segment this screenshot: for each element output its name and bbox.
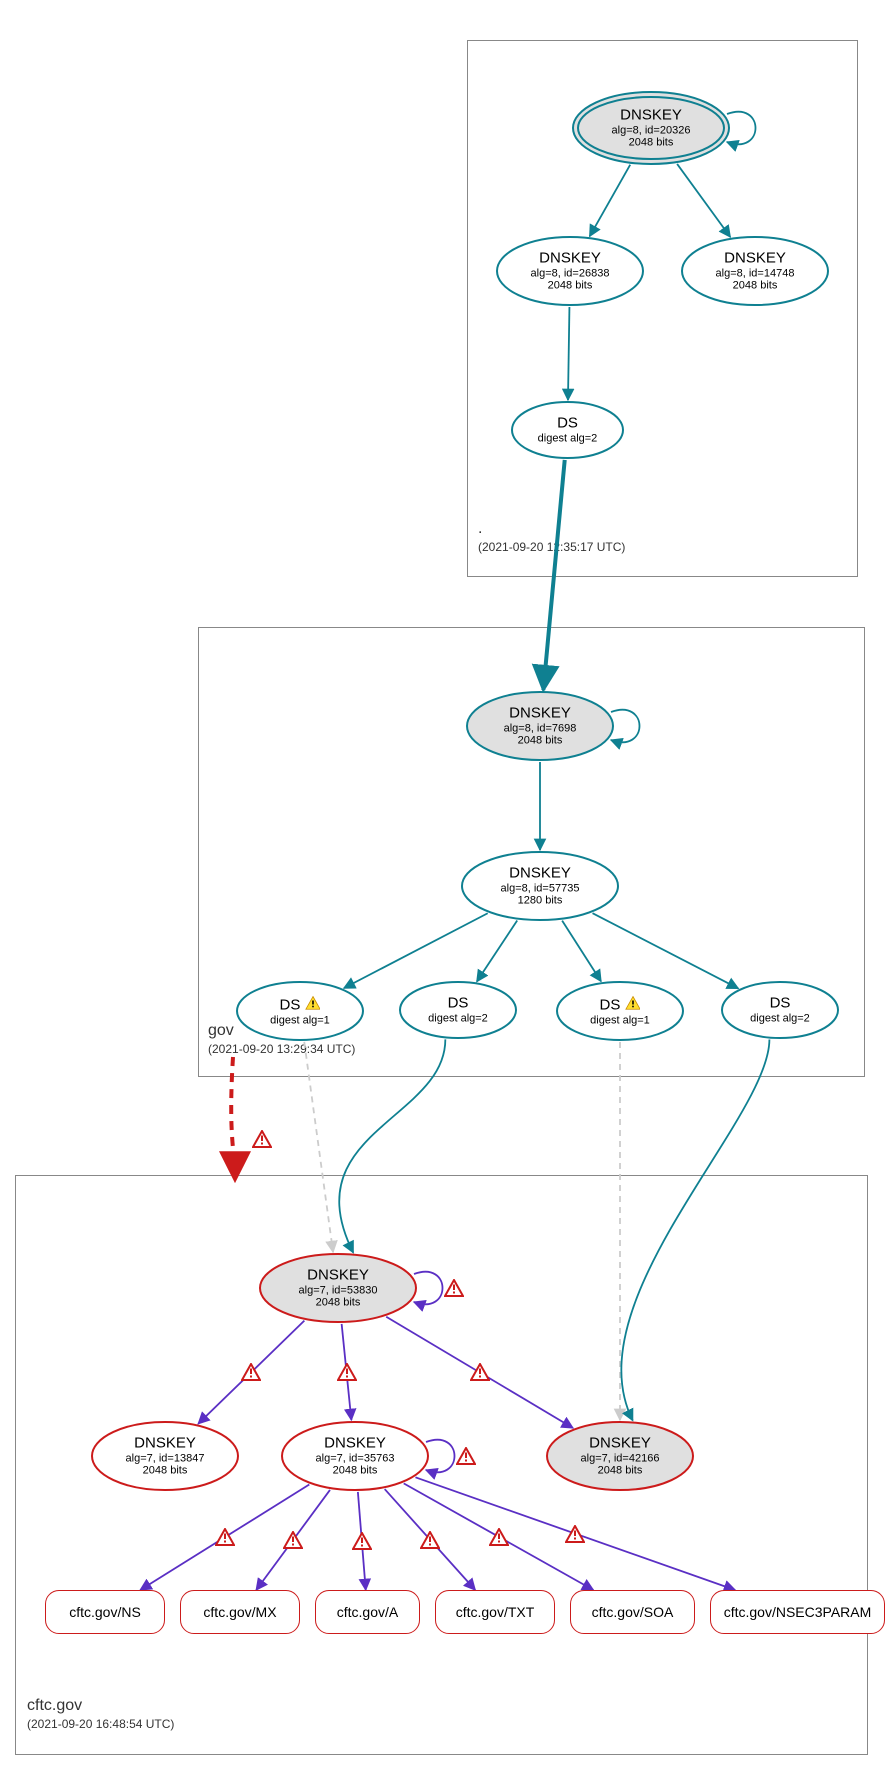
node-line1: digest alg=1 bbox=[235, 1014, 365, 1026]
rr-label: cftc.gov/A bbox=[337, 1604, 398, 1620]
error-icon bbox=[215, 1528, 235, 1546]
node-line2: 2048 bits bbox=[90, 1464, 240, 1476]
node-title: DNSKEY bbox=[571, 108, 731, 125]
node-rr_soa: cftc.gov/SOA bbox=[570, 1590, 695, 1634]
node-rr_a: cftc.gov/A bbox=[315, 1590, 420, 1634]
node-line1: digest alg=2 bbox=[720, 1012, 840, 1024]
node-gov_ds4: DSdigest alg=2 bbox=[720, 980, 840, 1040]
rr-label: cftc.gov/SOA bbox=[592, 1604, 674, 1620]
error-icon bbox=[420, 1531, 440, 1549]
error-icon bbox=[352, 1532, 372, 1550]
node-cftc_k2: DNSKEYalg=7, id=138472048 bits bbox=[90, 1420, 240, 1492]
node-line2: 2048 bits bbox=[680, 279, 830, 291]
node-title: DNSKEY bbox=[280, 1436, 430, 1453]
node-line1: alg=8, id=57735 bbox=[460, 882, 620, 894]
node-line2: 2048 bits bbox=[571, 136, 731, 148]
node-title: DS bbox=[235, 996, 365, 1015]
node-gov_ds2: DSdigest alg=2 bbox=[398, 980, 518, 1040]
node-gov_ksk: DNSKEYalg=8, id=76982048 bits bbox=[465, 690, 615, 762]
error-icon bbox=[241, 1363, 261, 1381]
zone-title: . bbox=[478, 520, 625, 538]
node-rr_n3p: cftc.gov/NSEC3PARAM bbox=[710, 1590, 885, 1634]
node-rr_txt: cftc.gov/TXT bbox=[435, 1590, 555, 1634]
node-line1: alg=8, id=7698 bbox=[465, 722, 615, 734]
error-icon bbox=[252, 1130, 272, 1148]
node-line2: 2048 bits bbox=[465, 734, 615, 746]
node-title: DS bbox=[555, 996, 685, 1015]
error-icon bbox=[565, 1525, 585, 1543]
rr-label: cftc.gov/TXT bbox=[456, 1604, 535, 1620]
error-icon bbox=[489, 1528, 509, 1546]
node-title: DNSKEY bbox=[258, 1268, 418, 1285]
node-title: DS bbox=[720, 996, 840, 1013]
node-title: DNSKEY bbox=[680, 251, 830, 268]
node-gov_ds3: DS digest alg=1 bbox=[555, 980, 685, 1042]
error-icon bbox=[283, 1531, 303, 1549]
node-line1: alg=8, id=26838 bbox=[495, 267, 645, 279]
node-line1: alg=7, id=42166 bbox=[545, 1452, 695, 1464]
node-rr_ns: cftc.gov/NS bbox=[45, 1590, 165, 1634]
node-line1: alg=8, id=20326 bbox=[571, 124, 731, 136]
zone-label-root: . (2021-09-20 12:35:17 UTC) bbox=[478, 520, 625, 554]
error-icon bbox=[470, 1363, 490, 1381]
node-line1: alg=8, id=14748 bbox=[680, 267, 830, 279]
node-line2: 2048 bits bbox=[545, 1464, 695, 1476]
node-title: DNSKEY bbox=[460, 866, 620, 883]
node-line1: digest alg=2 bbox=[510, 432, 625, 444]
error-icon bbox=[444, 1279, 464, 1297]
node-root_ksk: DNSKEYalg=8, id=203262048 bits bbox=[571, 90, 731, 166]
zone-label-cftc: cftc.gov (2021-09-20 16:48:54 UTC) bbox=[27, 1697, 174, 1731]
warning-icon bbox=[305, 996, 321, 1010]
node-title: DNSKEY bbox=[495, 251, 645, 268]
node-line2: 2048 bits bbox=[280, 1464, 430, 1476]
node-root_zsk2: DNSKEYalg=8, id=147482048 bits bbox=[680, 235, 830, 307]
zone-time: (2021-09-20 13:29:34 UTC) bbox=[208, 1042, 355, 1056]
node-title: DNSKEY bbox=[545, 1436, 695, 1453]
zone-title: cftc.gov bbox=[27, 1697, 174, 1715]
node-root_ds: DSdigest alg=2 bbox=[510, 400, 625, 460]
error-icon bbox=[456, 1447, 476, 1465]
node-title: DS bbox=[510, 416, 625, 433]
node-cftc_k3: DNSKEYalg=7, id=357632048 bits bbox=[280, 1420, 430, 1492]
node-line1: alg=7, id=35763 bbox=[280, 1452, 430, 1464]
rr-label: cftc.gov/MX bbox=[203, 1604, 276, 1620]
node-title: DNSKEY bbox=[465, 706, 615, 723]
error-icon bbox=[337, 1363, 357, 1381]
node-line1: digest alg=2 bbox=[398, 1012, 518, 1024]
node-line1: alg=7, id=13847 bbox=[90, 1452, 240, 1464]
node-line2: 1280 bits bbox=[460, 894, 620, 906]
node-root_zsk1: DNSKEYalg=8, id=268382048 bits bbox=[495, 235, 645, 307]
node-title: DS bbox=[398, 996, 518, 1013]
node-rr_mx: cftc.gov/MX bbox=[180, 1590, 300, 1634]
rr-label: cftc.gov/NS bbox=[69, 1604, 141, 1620]
node-cftc_ksk: DNSKEYalg=7, id=538302048 bits bbox=[258, 1252, 418, 1324]
node-title: DNSKEY bbox=[90, 1436, 240, 1453]
rr-label: cftc.gov/NSEC3PARAM bbox=[724, 1604, 872, 1620]
zone-time: (2021-09-20 16:48:54 UTC) bbox=[27, 1717, 174, 1731]
node-gov_zsk: DNSKEYalg=8, id=577351280 bits bbox=[460, 850, 620, 922]
node-cftc_k4: DNSKEYalg=7, id=421662048 bits bbox=[545, 1420, 695, 1492]
node-line2: 2048 bits bbox=[495, 279, 645, 291]
warning-icon bbox=[625, 996, 641, 1010]
node-line1: alg=7, id=53830 bbox=[258, 1284, 418, 1296]
node-gov_ds1: DS digest alg=1 bbox=[235, 980, 365, 1042]
zone-time: (2021-09-20 12:35:17 UTC) bbox=[478, 540, 625, 554]
node-line1: digest alg=1 bbox=[555, 1014, 685, 1026]
node-line2: 2048 bits bbox=[258, 1296, 418, 1308]
